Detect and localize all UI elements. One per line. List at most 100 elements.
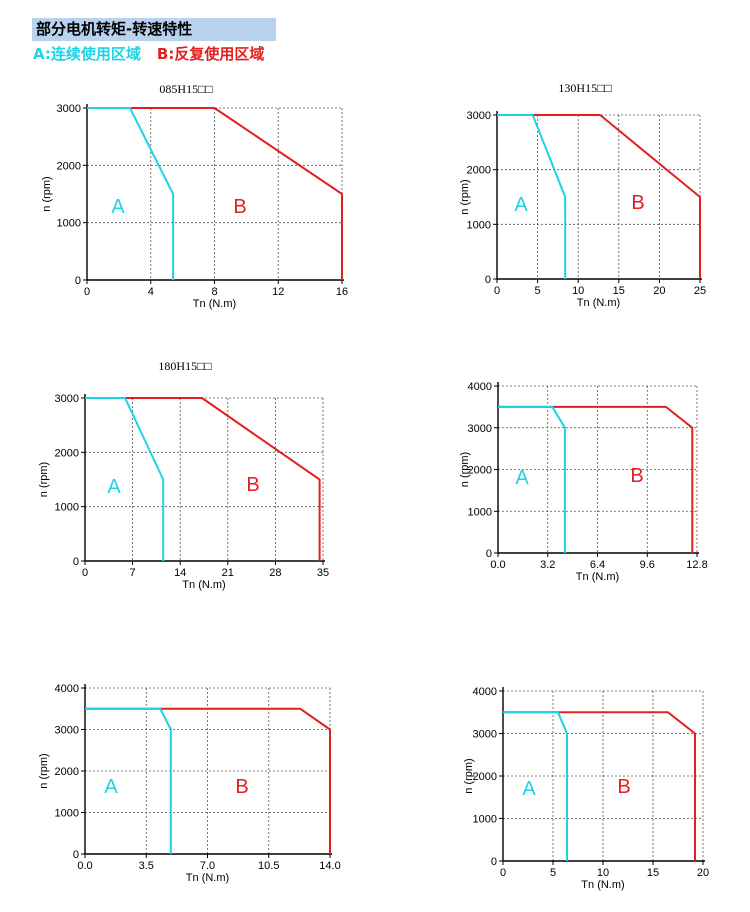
y-tick-label: 1000 [55,808,79,820]
chart-title: 130H15□□ [558,81,611,95]
y-axis-label: n (rpm) [459,179,471,214]
x-tick-label: 0 [494,285,500,297]
y-tick-label: 3000 [468,423,492,435]
y-tick-label: 0 [485,274,491,286]
x-axis-label: Tn (N.m) [193,298,236,310]
series-line-b [85,397,321,561]
y-tick-label: 0 [491,856,497,868]
x-tick-label: 3.2 [540,559,555,571]
series-line-b [498,405,694,553]
series-line-a [87,107,175,280]
region-label-a: A [515,467,529,489]
x-tick-label: 4 [148,286,154,298]
x-tick-label: 8 [211,286,217,298]
region-label-a: A [522,778,536,800]
x-tick-label: 14 [174,567,186,579]
y-tick-label: 3000 [55,725,79,737]
x-tick-label: 10.5 [258,860,279,872]
x-tick-label: 3.5 [139,860,154,872]
x-tick-label: 16 [336,286,348,298]
x-tick-label: 10 [572,285,584,297]
x-tick-label: 25 [694,285,706,297]
region-label-b: B [631,192,644,214]
y-tick-label: 4000 [473,686,497,698]
x-tick-label: 20 [653,285,665,297]
x-tick-label: 15 [647,867,659,879]
x-tick-label: 28 [269,567,281,579]
x-axis-label: Tn (N.m) [186,872,229,884]
region-legend: A:连续使用区域 B:反复使用区域 [33,43,264,65]
region-label-a: A [514,194,528,216]
y-tick-label: 2000 [467,165,491,177]
y-tick-label: 2000 [55,447,79,459]
x-tick-label: 6.4 [590,559,605,571]
legend-region-a: A:连续使用区域 [33,45,141,63]
y-axis-label: n (rpm) [38,753,50,788]
region-label-b: B [233,196,246,218]
series-line-b [497,114,701,279]
x-tick-label: 7.0 [200,860,215,872]
region-label-a: A [104,776,118,798]
x-tick-label: 0.0 [490,559,505,571]
chart-title: 180H15□□ [158,359,211,373]
x-tick-label: 7 [130,567,136,579]
y-axis-label: n (rpm) [463,758,475,793]
y-tick-label: 3000 [55,393,79,405]
x-axis-label: Tn (N.m) [581,879,624,891]
y-tick-label: 0 [73,849,79,861]
x-tick-label: 12.8 [686,559,707,571]
series-line-b [503,711,696,861]
y-tick-label: 4000 [55,683,79,695]
region-label-b: B [630,465,643,487]
y-tick-label: 2000 [468,465,492,477]
x-tick-label: 0 [500,867,506,879]
x-tick-label: 5 [535,285,541,297]
x-tick-label: 15 [613,285,625,297]
region-label-a: A [107,476,121,498]
x-tick-label: 12 [272,286,284,298]
series-line-a [498,405,566,553]
y-tick-label: 3000 [467,110,491,122]
y-tick-label: 2000 [57,160,81,172]
x-tick-label: 0.0 [77,860,92,872]
region-label-a: A [111,196,125,218]
x-tick-label: 5 [550,867,556,879]
y-tick-label: 1000 [55,502,79,514]
y-axis-label: n (rpm) [38,462,50,497]
x-tick-label: 20 [697,867,709,879]
x-axis-label: Tn (N.m) [577,297,620,309]
y-tick-label: 1000 [467,219,491,231]
series-line-a [85,707,172,854]
y-tick-label: 2000 [55,766,79,778]
chart-title: 085H15□□ [159,82,212,96]
x-tick-label: 35 [317,567,329,579]
legend-region-b: B:反复使用区域 [156,45,265,63]
page-title: 部分电机转矩-转速特性 [32,18,276,41]
x-tick-label: 21 [222,567,234,579]
region-label-b: B [235,776,248,798]
x-tick-label: 9.6 [640,559,655,571]
x-axis-label: Tn (N.m) [576,571,619,583]
y-axis-label: n (rpm) [41,176,53,211]
region-label-b: B [617,776,630,798]
y-tick-label: 2000 [473,771,497,783]
y-tick-label: 1000 [468,506,492,518]
x-tick-label: 0 [82,567,88,579]
series-line-b [85,707,331,854]
series-line-a [503,711,568,861]
region-label-b: B [246,474,259,496]
y-tick-label: 3000 [57,103,81,115]
y-tick-label: 4000 [468,381,492,393]
y-tick-label: 0 [73,556,79,568]
series-line-a [497,114,567,279]
series-line-a [85,397,165,561]
x-tick-label: 0 [84,286,90,298]
y-tick-label: 0 [486,548,492,560]
y-tick-label: 1000 [473,814,497,826]
y-tick-label: 0 [75,275,81,287]
x-tick-label: 14.0 [319,860,340,872]
